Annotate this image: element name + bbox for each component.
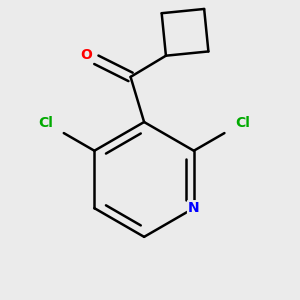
Text: Cl: Cl (38, 116, 53, 130)
Text: O: O (80, 47, 92, 61)
Text: Cl: Cl (235, 116, 250, 130)
Text: N: N (188, 201, 200, 215)
